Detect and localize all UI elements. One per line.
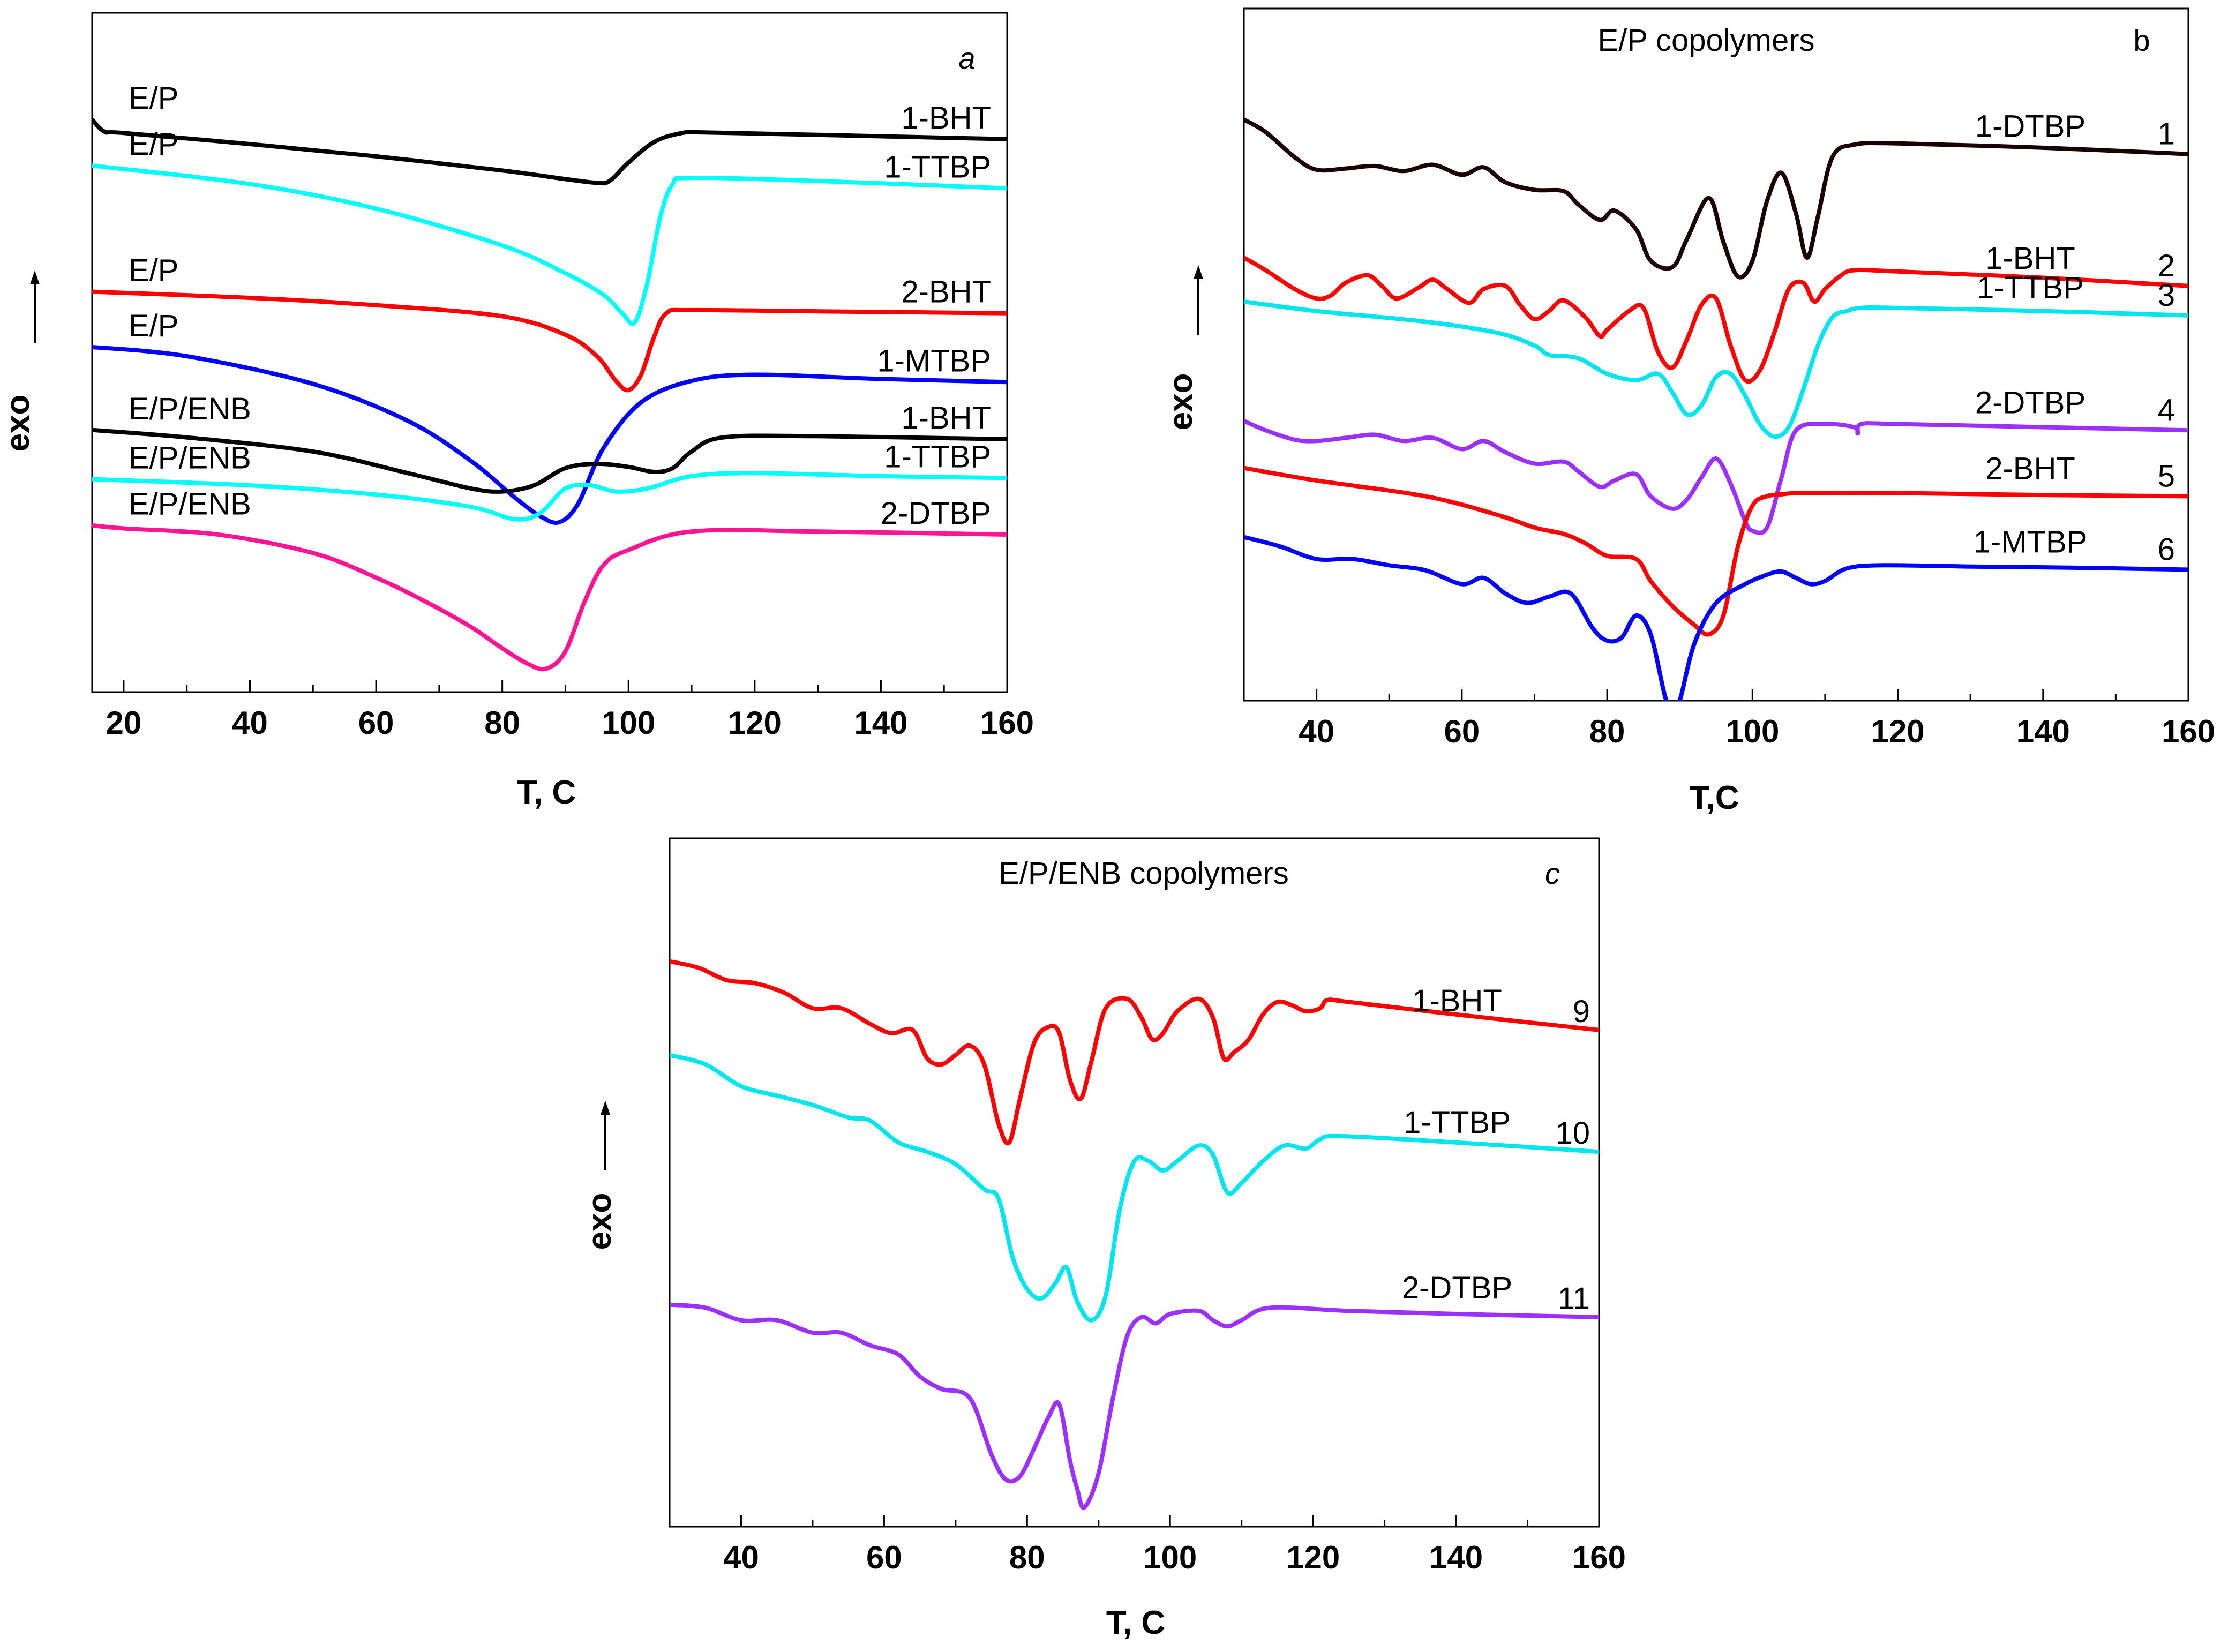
series-left-label: E/P xyxy=(129,127,179,162)
x-tick-label: 140 xyxy=(1429,1540,1483,1575)
x-tick-label: 100 xyxy=(1143,1540,1197,1575)
series-line xyxy=(92,344,1007,525)
x-tick-label: 80 xyxy=(1009,1540,1045,1575)
curves xyxy=(670,959,1599,1510)
x-axis-title: T, C xyxy=(517,774,576,811)
series-label: 1-TTBP xyxy=(1977,271,2084,305)
series-left-label: E/P xyxy=(129,309,179,343)
x-tick-label: 40 xyxy=(1299,714,1334,749)
series-number: 10 xyxy=(1555,1116,1590,1151)
series-line xyxy=(92,523,1007,672)
x-tick-label: 60 xyxy=(1444,714,1480,749)
plot-frame xyxy=(1243,7,2189,702)
exo-arrow-icon xyxy=(601,1101,610,1115)
panel-title: E/P/ENB copolymers xyxy=(999,856,1289,891)
series-line xyxy=(92,427,1007,494)
series-line xyxy=(92,117,1007,186)
series-line xyxy=(1244,418,2188,535)
x-tick-label: 140 xyxy=(854,705,907,741)
series-right-label: 1-BHT xyxy=(901,401,991,435)
series-label: 2-DTBP xyxy=(1402,1271,1512,1305)
series-right-label: 1-TTBP xyxy=(884,439,991,474)
plot-frame xyxy=(669,837,1600,1528)
x-axis-title: T, C xyxy=(1106,1604,1165,1641)
y-axis-title: exo xyxy=(581,1193,618,1250)
series-number: 4 xyxy=(2158,393,2175,427)
panel-letter: a xyxy=(958,41,975,75)
series-line xyxy=(92,289,1007,393)
series-right-label: 2-DTBP xyxy=(881,496,991,531)
series-left-label: E/P xyxy=(129,81,179,116)
series-label: 1-TTBP xyxy=(1404,1105,1511,1140)
x-tick-label: 60 xyxy=(866,1540,902,1575)
panel-a: 20 40 60 80 100 120 140 160 T, C exo a E/P 1-BHT E/P 1… xyxy=(0,12,1034,811)
series-right-label: 1-MTBP xyxy=(877,343,991,378)
y-axis-title: exo xyxy=(1162,373,1199,431)
series-label: 1-MTBP xyxy=(1974,525,2088,560)
x-tick-label: 20 xyxy=(106,705,142,741)
series-left-label: E/P/ENB xyxy=(129,441,251,476)
series-left-label: E/P/ENB xyxy=(129,487,251,522)
x-tick-label: 100 xyxy=(1725,714,1779,749)
panel-title: E/P copolymers xyxy=(1597,23,1814,58)
exo-arrow-icon xyxy=(1194,265,1203,279)
series-label: 1-BHT xyxy=(1985,241,2075,276)
panel-b: 40 60 80 100 120 140 160 T,C exo E/P copolymers b 1… xyxy=(1162,7,2215,816)
curves xyxy=(92,117,1007,672)
x-tick-label: 120 xyxy=(728,705,782,741)
x-tick-label: 160 xyxy=(980,705,1034,741)
panel-letter: b xyxy=(2133,24,2150,57)
series-line xyxy=(92,471,1007,522)
series-line xyxy=(1244,117,2188,280)
x-tick-label: 160 xyxy=(1572,1540,1626,1575)
x-tick-label: 160 xyxy=(2162,714,2215,749)
x-tick-label: 80 xyxy=(1589,714,1625,749)
series-left-label: E/P/ENB xyxy=(129,392,251,426)
series-line xyxy=(92,163,1007,326)
series-number: 11 xyxy=(1558,1281,1590,1316)
series-line xyxy=(1244,299,2188,439)
panel-c: 40 60 80 100 120 140 160 T, C exo E/P/ENB copolym… xyxy=(581,837,1626,1641)
series-number: 5 xyxy=(2158,459,2175,493)
plot-frame xyxy=(91,12,1008,693)
series-label: 2-BHT xyxy=(1985,451,2075,486)
series-label: 1-DTBP xyxy=(1975,109,2085,144)
series-line xyxy=(670,959,1599,1146)
x-axis-title: T,C xyxy=(1690,779,1739,816)
x-tick-label: 120 xyxy=(1871,714,1924,749)
x-tick-label: 40 xyxy=(723,1540,759,1575)
series-label: 2-DTBP xyxy=(1975,385,2085,420)
series-number: 3 xyxy=(2158,278,2175,313)
series-number: 9 xyxy=(1573,994,1590,1029)
x-tick-label: 100 xyxy=(602,705,655,741)
series-line xyxy=(670,1302,1599,1510)
series-line xyxy=(670,1053,1599,1323)
series-right-label: 1-TTBP xyxy=(884,150,991,185)
series-right-label: 2-BHT xyxy=(901,275,991,310)
exo-arrow-icon xyxy=(30,271,40,284)
x-tick-label: 80 xyxy=(484,705,520,741)
series-right-label: 1-BHT xyxy=(901,101,991,136)
series-line xyxy=(1244,465,2188,637)
series-number: 1 xyxy=(2158,117,2175,152)
series-line xyxy=(1244,535,2188,701)
series-line xyxy=(1244,256,2188,384)
series-label: 1-BHT xyxy=(1412,983,1502,1018)
x-tick-label: 120 xyxy=(1286,1540,1340,1575)
x-tick-label: 60 xyxy=(358,705,394,741)
series-left-label: E/P xyxy=(129,253,179,288)
x-tick-label: 40 xyxy=(232,705,268,741)
y-axis-title: exo xyxy=(0,395,36,452)
series-number: 6 xyxy=(2158,532,2175,567)
curves xyxy=(1244,117,2188,701)
series-number: 2 xyxy=(2158,249,2175,283)
x-tick-label: 140 xyxy=(2016,714,2070,749)
panel-letter: c xyxy=(1545,857,1560,890)
